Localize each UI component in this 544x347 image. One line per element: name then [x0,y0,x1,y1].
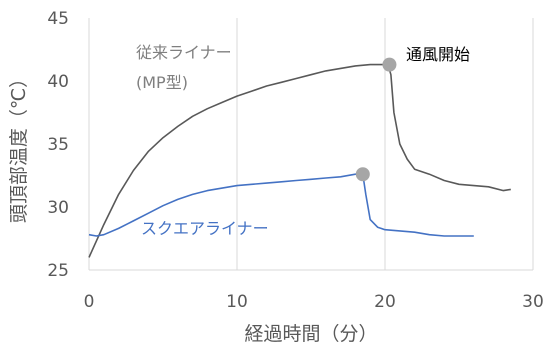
series-line-1 [88,63,511,258]
event-markers [355,57,397,182]
x-tick-label: 20 [374,292,396,312]
y-tick-label: 45 [47,9,69,29]
series-line-2 [88,173,474,237]
y-axis-title: 頭頂部温度（℃） [8,69,30,223]
y-tick-label: 40 [47,72,69,92]
event-marker [382,57,397,72]
annotation-label: 通風開始 [406,45,470,64]
event-marker [355,167,370,182]
axes: 25 30 35 40 45 0 10 20 30 [47,9,543,312]
x-tick-label: 30 [522,292,544,312]
y-tick-label: 25 [47,261,69,281]
x-tick-label: 10 [226,292,248,312]
series-label-1-line-2: (MP型) [136,73,188,92]
grid-lines [236,18,534,270]
series-label-1-line-1: 従来ライナー [136,43,232,62]
x-tick-label: 0 [84,292,95,312]
labels: 通風開始 従来ライナー (MP型) スクエアライナー [136,43,470,238]
series-label-2: スクエアライナー [141,219,269,238]
series-lines [88,63,511,258]
y-tick-label: 35 [47,135,69,155]
x-axis-title: 経過時間（分） [244,323,377,345]
y-tick-label: 30 [47,198,69,218]
